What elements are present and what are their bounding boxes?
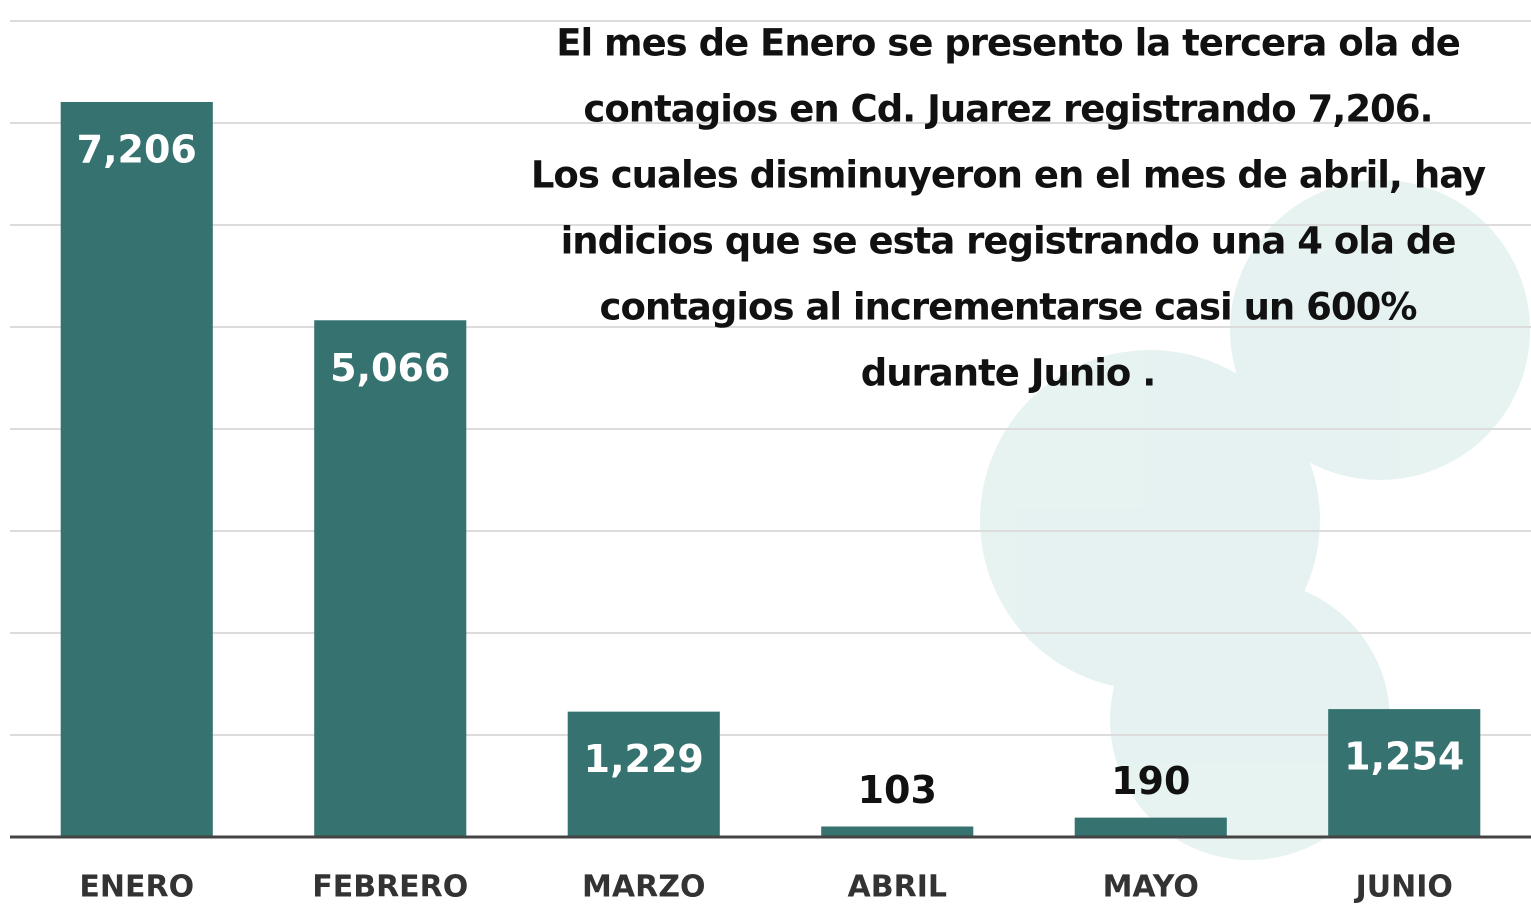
x-tick-label: ENERO [79,870,194,905]
value-label: 5,066 [330,346,450,390]
chart: ENERO 7,206 FEBRERO 5,066 MARZO 1,229 ABRIL 103… [0,0,1531,905]
annotation: Los cuales disminuyeron en el mes de abr… [531,154,1486,197]
value-label: 1,254 [1344,735,1464,779]
annotation: El mes de Enero se presento la tercera o… [556,22,1460,65]
annotation: contagios en Cd. Juarez registrando 7,20… [583,88,1432,131]
x-tick-label: MAYO [1103,870,1199,905]
annotation: contagios al incrementarse casi un 600% [600,286,1417,329]
x-tick-label: FEBRERO [312,870,468,905]
bar [61,102,213,837]
x-tick-label: ABRIL [848,870,947,905]
x-tick-label: JUNIO [1354,870,1453,905]
value-label: 7,206 [77,127,197,171]
bar [821,826,973,837]
value-label: 190 [1111,759,1190,803]
annotation: durante Junio . [861,352,1156,395]
x-tick-label: MARZO [582,870,705,905]
annotation: indicios que se esta registrando una 4 o… [561,220,1456,263]
value-label: 103 [858,768,937,812]
bar [314,320,466,837]
bar [1075,818,1227,837]
value-label: 1,229 [584,737,704,781]
